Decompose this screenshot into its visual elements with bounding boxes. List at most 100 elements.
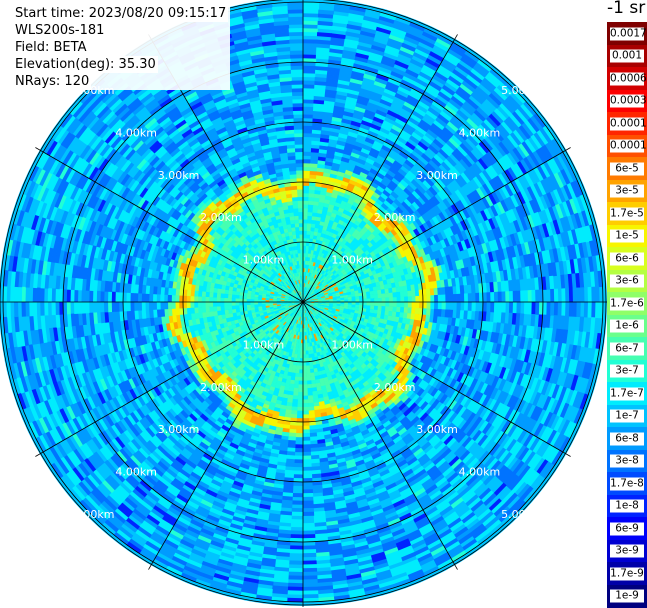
backscatter-cell — [378, 302, 382, 306]
backscatter-cell — [303, 197, 309, 201]
backscatter-cell — [366, 295, 370, 299]
backscatter-cell — [302, 583, 318, 587]
backscatter-cell — [295, 377, 299, 381]
backscatter-cell — [408, 296, 412, 302]
backscatter-cell — [289, 549, 303, 553]
backscatter-cell — [363, 305, 367, 309]
backscatter-cell — [468, 293, 472, 302]
backscatter-cell — [302, 590, 318, 594]
backscatter-cell — [355, 296, 359, 299]
backscatter-cell — [303, 73, 315, 77]
backscatter-cell — [404, 302, 408, 308]
backscatter-cell — [307, 219, 312, 223]
backscatter-cell — [288, 575, 303, 579]
backscatter-cell — [292, 508, 303, 512]
backscatter-cell — [303, 493, 314, 497]
backscatter-cell — [308, 212, 313, 216]
backscatter-cell — [412, 302, 416, 308]
backscatter-cell — [307, 223, 311, 227]
backscatter-cell — [370, 295, 374, 299]
backscatter-cell — [434, 295, 438, 302]
backscatter-cell — [293, 388, 298, 392]
backscatter-cell — [588, 287, 592, 303]
backscatter-cell — [306, 369, 310, 373]
backscatter-cell — [498, 302, 502, 313]
backscatter-cell — [302, 568, 317, 572]
backscatter-cell — [468, 302, 472, 311]
backscatter-cell — [505, 291, 509, 302]
backscatter-cell — [303, 366, 307, 370]
backscatter-cell — [307, 380, 312, 384]
backscatter-cell — [303, 54, 316, 58]
backscatter-cell — [303, 185, 309, 189]
backscatter-cell — [573, 288, 577, 303]
backscatter-cell — [423, 302, 427, 309]
backscatter-cell — [311, 141, 320, 146]
backscatter-cell — [438, 295, 442, 303]
backscatter-cell — [352, 302, 356, 305]
backscatter-cell — [381, 293, 385, 298]
backscatter-cell — [303, 13, 319, 17]
backscatter-cell — [475, 293, 479, 303]
backscatter-cell — [296, 426, 303, 430]
backscatter-cell — [404, 296, 408, 302]
backscatter-cell — [302, 579, 317, 583]
backscatter-cell — [591, 287, 595, 303]
backscatter-cell — [382, 298, 386, 302]
backscatter-cell — [494, 302, 498, 313]
backscatter-cell — [303, 230, 307, 234]
backscatter-cell — [303, 523, 315, 527]
backscatter-cell — [303, 489, 313, 493]
backscatter-cell — [303, 174, 310, 178]
backscatter-cell — [303, 200, 309, 204]
backscatter-cell — [591, 302, 595, 318]
backscatter-cell — [303, 500, 314, 504]
backscatter-cell — [287, 590, 303, 594]
backscatter-cell — [303, 50, 317, 54]
backscatter-cell — [303, 396, 308, 400]
backscatter-cell — [305, 347, 308, 351]
backscatter-cell — [486, 312, 491, 322]
backscatter-cell — [516, 302, 520, 314]
backscatter-cell — [486, 302, 490, 312]
backscatter-cell — [486, 292, 490, 302]
backscatter-cell — [303, 129, 312, 133]
backscatter-cell — [307, 384, 312, 388]
backscatter-cell — [298, 388, 303, 392]
backscatter-cell — [303, 426, 310, 430]
backscatter-cell — [303, 163, 311, 167]
backscatter-cell — [490, 292, 494, 302]
backscatter-cell — [378, 294, 382, 298]
backscatter-cell — [302, 575, 317, 579]
backscatter-cell — [355, 302, 359, 305]
backscatter-cell — [576, 302, 580, 317]
backscatter-cell — [307, 377, 311, 381]
backscatter-cell — [303, 95, 314, 99]
backscatter-cell — [396, 292, 400, 298]
backscatter-cell — [291, 512, 303, 516]
backscatter-cell — [303, 249, 306, 253]
backscatter-cell — [396, 307, 400, 313]
backscatter-cell — [293, 474, 303, 478]
backscatter-cell — [303, 219, 307, 223]
backscatter-cell — [311, 459, 320, 464]
backscatter-cell — [308, 395, 314, 399]
backscatter-cell — [288, 583, 303, 587]
backscatter-cell — [296, 429, 303, 433]
backscatter-cell — [303, 208, 308, 212]
backscatter-cell — [573, 302, 577, 317]
backscatter-cell — [302, 594, 318, 598]
backscatter-cell — [285, 462, 294, 467]
backscatter-cell — [296, 362, 300, 366]
backscatter-cell — [381, 306, 385, 311]
backscatter-cell — [303, 88, 315, 92]
backscatter-cell — [554, 289, 558, 303]
backscatter-cell — [303, 20, 318, 24]
backscatter-cell — [397, 302, 401, 307]
backscatter-cell — [303, 411, 309, 415]
backscatter-cell — [366, 305, 370, 309]
backscatter-cell — [303, 133, 312, 137]
backscatter-cell — [303, 534, 316, 538]
backscatter-cell — [297, 411, 303, 415]
backscatter-cell — [292, 500, 303, 504]
